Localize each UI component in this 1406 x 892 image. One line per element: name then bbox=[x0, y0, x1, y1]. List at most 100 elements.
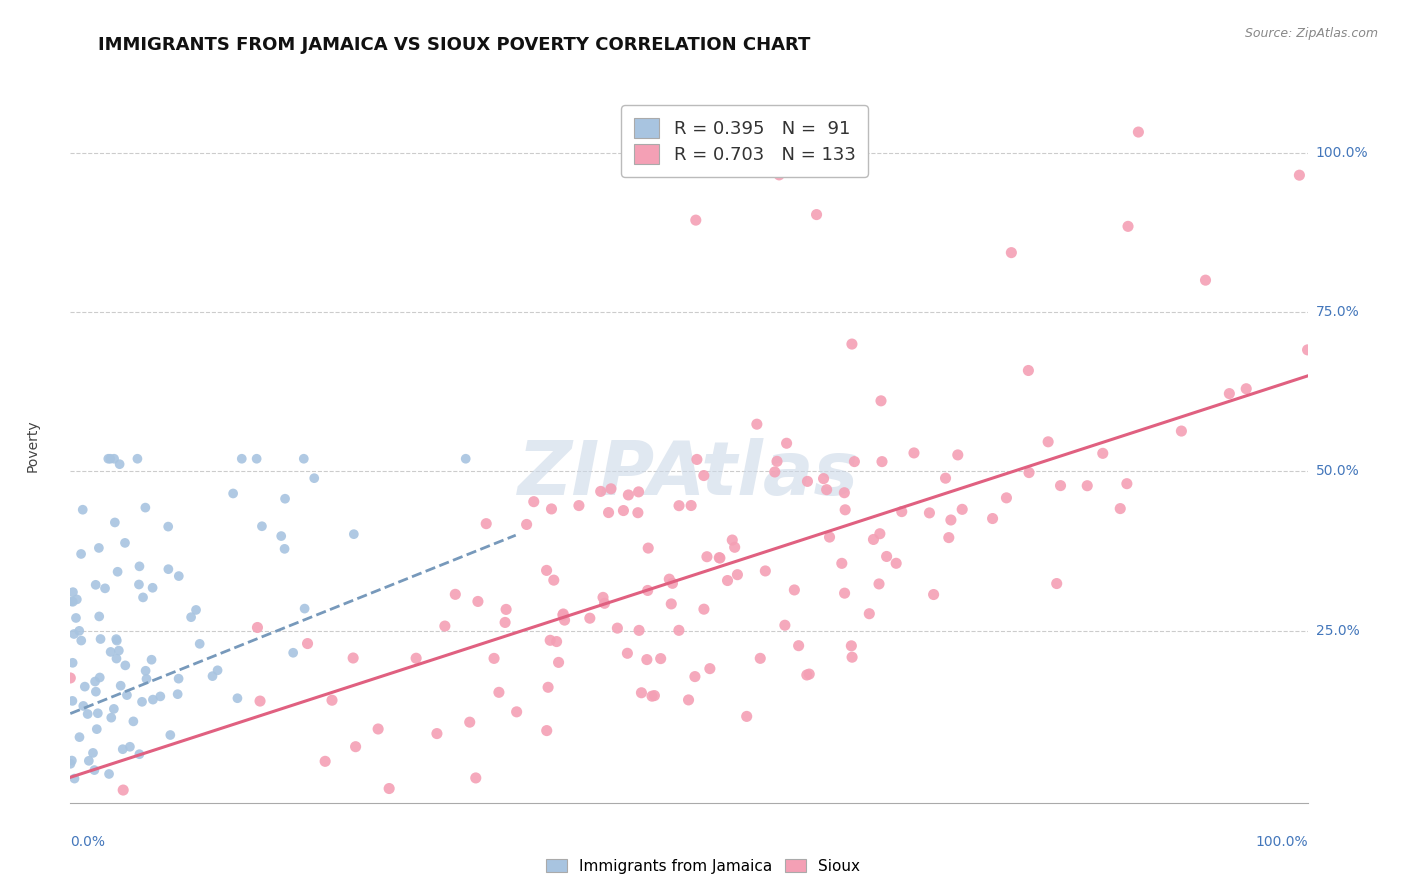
Point bbox=[685, 213, 707, 227]
Point bbox=[606, 621, 628, 635]
Point bbox=[63, 627, 86, 641]
Point bbox=[321, 693, 343, 707]
Point bbox=[537, 681, 560, 695]
Point bbox=[131, 695, 153, 709]
Point bbox=[1018, 466, 1040, 480]
Point bbox=[783, 582, 806, 597]
Point bbox=[1218, 386, 1240, 401]
Text: 100.0%: 100.0% bbox=[1316, 146, 1368, 160]
Point bbox=[405, 651, 427, 665]
Point bbox=[876, 549, 898, 564]
Point bbox=[118, 739, 141, 754]
Point bbox=[458, 715, 481, 730]
Point bbox=[188, 637, 211, 651]
Point bbox=[627, 506, 650, 520]
Point bbox=[184, 603, 207, 617]
Point bbox=[617, 488, 640, 502]
Legend: R = 0.395   N =  91, R = 0.703   N = 133: R = 0.395 N = 91, R = 0.703 N = 133 bbox=[621, 105, 868, 177]
Point bbox=[616, 646, 638, 660]
Point bbox=[659, 597, 682, 611]
Point bbox=[112, 783, 135, 797]
Point bbox=[641, 689, 664, 703]
Point bbox=[841, 337, 863, 351]
Point bbox=[294, 601, 316, 615]
Point bbox=[1049, 478, 1071, 492]
Point bbox=[546, 634, 568, 648]
Point bbox=[637, 583, 659, 598]
Point bbox=[115, 688, 138, 702]
Point bbox=[658, 572, 681, 586]
Point bbox=[132, 591, 155, 605]
Point bbox=[60, 754, 83, 768]
Point bbox=[636, 652, 658, 666]
Point bbox=[89, 609, 111, 624]
Point bbox=[89, 671, 111, 685]
Point bbox=[903, 446, 925, 460]
Point bbox=[107, 565, 129, 579]
Point bbox=[661, 576, 683, 591]
Point bbox=[250, 519, 273, 533]
Point bbox=[946, 448, 969, 462]
Point bbox=[344, 739, 367, 754]
Point bbox=[60, 694, 83, 708]
Point bbox=[167, 569, 190, 583]
Point bbox=[1115, 476, 1137, 491]
Text: ZIPAtlas: ZIPAtlas bbox=[519, 438, 859, 511]
Point bbox=[467, 594, 489, 608]
Point bbox=[128, 559, 150, 574]
Point bbox=[157, 519, 180, 533]
Point bbox=[643, 689, 665, 703]
Point bbox=[745, 417, 768, 432]
Point bbox=[86, 722, 108, 736]
Point bbox=[724, 541, 747, 555]
Point bbox=[696, 549, 718, 564]
Point bbox=[868, 577, 890, 591]
Point bbox=[201, 669, 224, 683]
Point bbox=[207, 663, 229, 677]
Point bbox=[166, 687, 188, 701]
Text: Poverty: Poverty bbox=[25, 420, 39, 472]
Point bbox=[159, 728, 181, 742]
Point bbox=[180, 610, 202, 624]
Point bbox=[149, 690, 172, 704]
Point bbox=[433, 619, 456, 633]
Point bbox=[246, 620, 269, 634]
Point bbox=[523, 494, 546, 508]
Point bbox=[292, 451, 315, 466]
Point bbox=[600, 482, 623, 496]
Point bbox=[72, 502, 94, 516]
Point bbox=[834, 503, 856, 517]
Point bbox=[725, 567, 748, 582]
Point bbox=[84, 578, 107, 592]
Point bbox=[627, 484, 650, 499]
Point bbox=[547, 656, 569, 670]
Point bbox=[628, 624, 651, 638]
Point bbox=[226, 691, 249, 706]
Point bbox=[763, 465, 786, 479]
Point bbox=[426, 726, 449, 740]
Point bbox=[650, 651, 672, 665]
Point bbox=[454, 451, 477, 466]
Point bbox=[87, 706, 110, 721]
Point bbox=[378, 781, 401, 796]
Point bbox=[1000, 245, 1022, 260]
Point bbox=[1036, 434, 1059, 449]
Point bbox=[1091, 446, 1114, 460]
Text: 50.0%: 50.0% bbox=[1316, 465, 1360, 478]
Point bbox=[157, 562, 180, 576]
Point bbox=[699, 662, 721, 676]
Point bbox=[869, 526, 891, 541]
Point bbox=[841, 639, 863, 653]
Point bbox=[834, 586, 856, 600]
Point bbox=[1017, 363, 1039, 377]
Point bbox=[94, 582, 117, 596]
Point bbox=[787, 639, 810, 653]
Text: IMMIGRANTS FROM JAMAICA VS SIOUX POVERTY CORRELATION CHART: IMMIGRANTS FROM JAMAICA VS SIOUX POVERTY… bbox=[98, 36, 811, 54]
Point bbox=[65, 611, 87, 625]
Point bbox=[536, 723, 558, 738]
Text: 25.0%: 25.0% bbox=[1316, 624, 1360, 638]
Point bbox=[482, 651, 505, 665]
Point bbox=[858, 607, 880, 621]
Point bbox=[796, 668, 818, 682]
Point bbox=[709, 551, 731, 566]
